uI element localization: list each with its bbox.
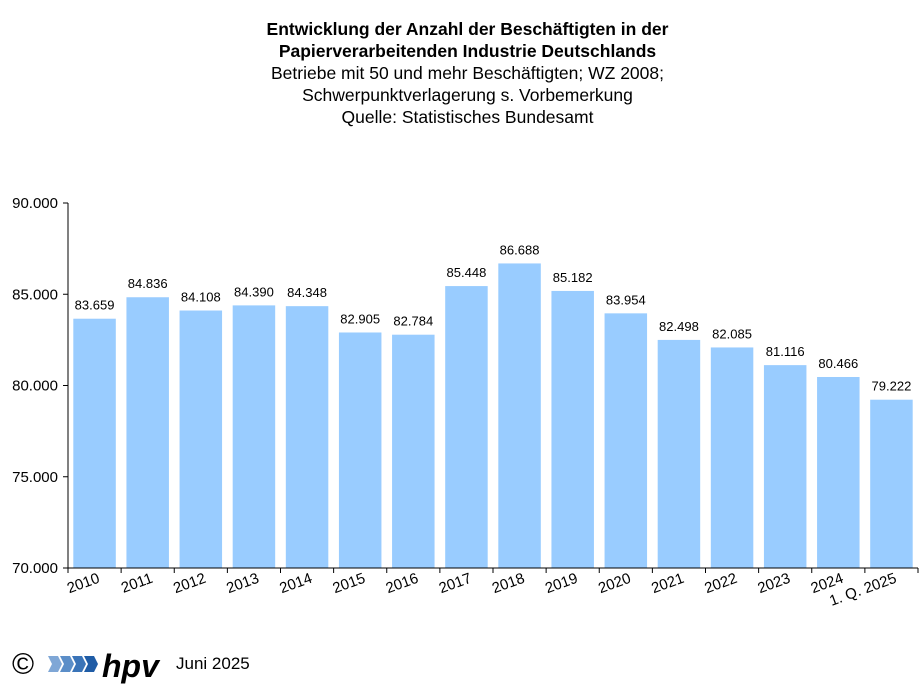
bar-14 — [817, 376, 860, 568]
x-tick-label-0: 2010 — [65, 570, 102, 597]
bar-3 — [232, 305, 276, 568]
data-label-13: 81.116 — [766, 344, 805, 359]
bar-12 — [710, 347, 754, 568]
data-label-0: 83.659 — [75, 298, 115, 313]
x-tick-label-12: 2022 — [702, 570, 739, 597]
data-label-10: 83.954 — [606, 292, 646, 307]
data-label-8: 86.688 — [500, 242, 540, 257]
footer-date: Juni 2025 — [176, 654, 250, 673]
bar-13 — [763, 365, 807, 568]
y-tick-label-0: 70.000 — [12, 560, 58, 577]
bar-15 — [870, 399, 913, 568]
x-tick-label-5: 2015 — [330, 570, 367, 597]
hpv-logo: hpv — [48, 648, 161, 684]
x-tick-label-4: 2014 — [277, 570, 314, 597]
data-label-6: 82.784 — [393, 314, 433, 329]
bar-2 — [179, 310, 223, 568]
x-tick-label-13: 2023 — [755, 570, 792, 597]
chart-title-line-2: Papierverarbeitenden Industrie Deutschla… — [278, 41, 657, 61]
x-tick-label-2: 2012 — [171, 570, 208, 597]
data-label-15: 79.222 — [872, 379, 912, 394]
x-tick-label-3: 2013 — [224, 570, 261, 597]
bar-11 — [657, 339, 701, 568]
data-label-11: 82.498 — [659, 319, 699, 334]
y-tick-label-4: 90.000 — [12, 195, 58, 212]
x-tick-label-7: 2017 — [437, 570, 474, 597]
chart-title-block: Entwicklung der Anzahl der Beschäftigten… — [0, 18, 923, 128]
data-label-1: 84.836 — [128, 276, 168, 291]
x-tick-label-10: 2020 — [596, 570, 633, 597]
data-label-9: 85.182 — [553, 270, 593, 285]
y-tick-label-1: 75.000 — [12, 469, 58, 486]
data-label-5: 82.905 — [340, 311, 380, 326]
data-label-3: 84.390 — [234, 284, 274, 299]
x-tick-label-6: 2016 — [384, 570, 421, 597]
chart-source: Quelle: Statistisches Bundesamt — [341, 107, 594, 127]
x-tick-label-11: 2021 — [649, 570, 686, 597]
bar-9 — [551, 290, 594, 568]
bar-0 — [73, 318, 116, 568]
footer: © hpv Juni 2025 — [10, 646, 310, 686]
x-tick-label-8: 2018 — [490, 570, 527, 597]
chart-title-line-1: Entwicklung der Anzahl der Beschäftigten… — [266, 19, 669, 39]
bar-10 — [604, 313, 648, 568]
hpv-logo-text: hpv — [102, 648, 161, 684]
y-tick-label-2: 80.000 — [12, 378, 58, 395]
x-tick-label-9: 2019 — [543, 570, 580, 597]
chart-subtitle-line-1: Betriebe mit 50 und mehr Beschäftigten; … — [271, 63, 664, 83]
data-label-12: 82.085 — [712, 326, 752, 341]
bar-7 — [445, 286, 488, 568]
x-tick-label-1: 2011 — [119, 570, 155, 597]
data-label-4: 84.348 — [287, 285, 327, 300]
data-label-7: 85.448 — [447, 265, 487, 280]
y-tick-label-3: 85.000 — [12, 286, 58, 303]
copyright-symbol: © — [12, 648, 35, 681]
data-label-14: 80.466 — [818, 356, 858, 371]
bar-5 — [338, 332, 382, 568]
data-label-2: 84.108 — [181, 290, 221, 305]
bar-1 — [126, 297, 169, 568]
chart-subtitle-line-2: Schwerpunktverlagerung s. Vorbemerkung — [302, 85, 633, 105]
bar-8 — [498, 263, 541, 568]
bar-4 — [285, 306, 329, 568]
bar-6 — [392, 334, 435, 568]
